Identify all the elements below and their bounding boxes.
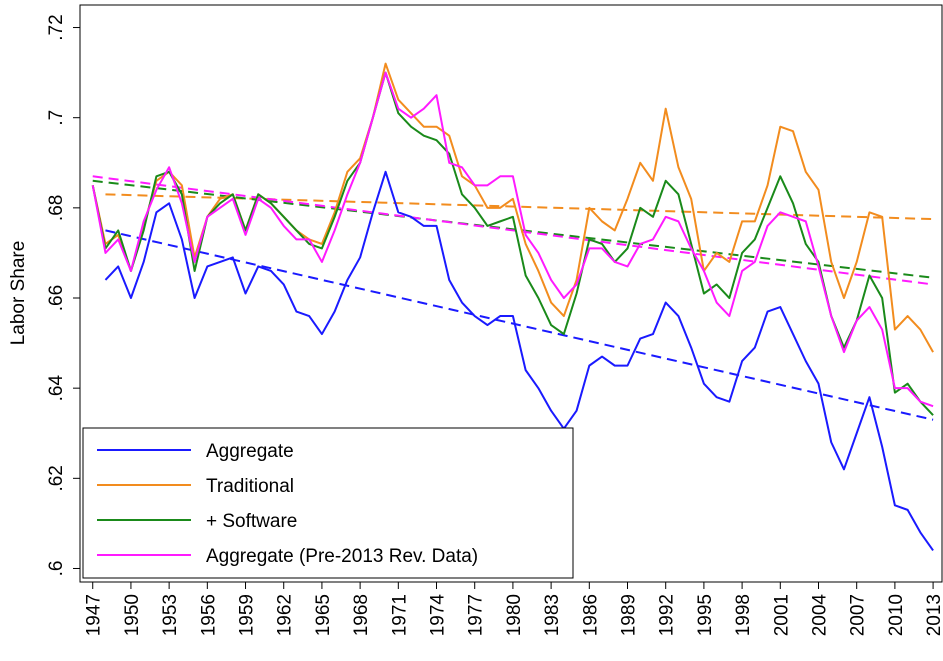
y-tick-label: .64 — [46, 375, 67, 402]
x-tick-label: 1971 — [389, 594, 410, 636]
series-line — [91, 71, 934, 416]
x-tick-label: 2013 — [924, 594, 943, 636]
y-tick-label: .66 — [46, 285, 67, 311]
y-axis-label: Labor Share — [8, 241, 29, 346]
series-line — [91, 71, 934, 408]
y-tick-label: .62 — [46, 465, 67, 491]
x-tick-label: 1950 — [122, 594, 143, 636]
x-tick-label: 1953 — [160, 594, 181, 636]
x-tick-label: 1947 — [84, 594, 105, 636]
series-line — [104, 170, 934, 552]
trend-line — [105, 229, 934, 421]
x-tick-label: 1968 — [351, 594, 372, 636]
trend-line — [92, 179, 934, 279]
trend-line — [92, 175, 934, 286]
x-tick-label: 1992 — [657, 594, 678, 636]
x-tick-label: 1965 — [313, 594, 334, 636]
x-tick-label: 1977 — [466, 594, 487, 636]
x-tick-label: 1956 — [198, 594, 219, 636]
x-tick-label: 1980 — [504, 594, 525, 636]
x-tick-label: 1962 — [275, 594, 296, 636]
y-tick-label: .68 — [46, 195, 67, 221]
y-tick-label: .72 — [46, 14, 67, 40]
x-tick-label: 2010 — [886, 594, 907, 636]
y-tick-label: .7 — [46, 110, 67, 126]
legend-label: Aggregate — [206, 441, 294, 462]
x-tick-label: 1983 — [542, 594, 563, 636]
legend-box — [82, 427, 574, 579]
x-tick-label: 2001 — [771, 594, 792, 636]
x-tick-label: 1974 — [428, 594, 449, 637]
x-tick-label: 2007 — [848, 594, 869, 636]
plot-frame — [79, 4, 943, 583]
x-tick-label: 1989 — [619, 594, 640, 636]
x-tick-label: 1986 — [580, 594, 601, 636]
y-tick-label: .6 — [46, 561, 67, 577]
legend-label: + Software — [206, 511, 297, 532]
x-tick-label: 1995 — [695, 594, 716, 636]
x-tick-label: 1959 — [237, 594, 258, 636]
x-tick-label: 2004 — [809, 594, 830, 637]
legend-label: Traditional — [206, 476, 294, 497]
legend-label: Aggregate (Pre-2013 Rev. Data) — [206, 546, 478, 567]
x-tick-label: 1998 — [733, 594, 754, 636]
